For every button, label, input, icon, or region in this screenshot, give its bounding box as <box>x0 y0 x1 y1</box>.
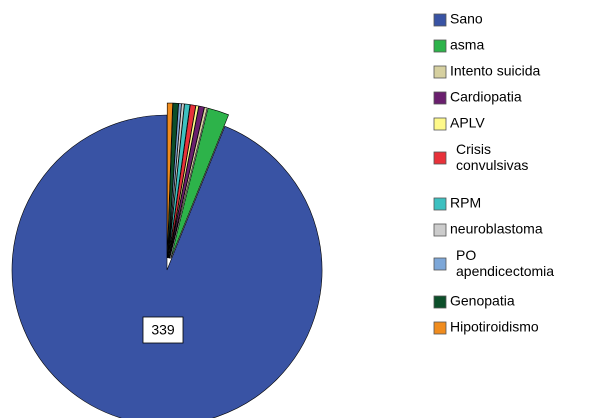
pie-slice <box>168 105 200 259</box>
pie-slice <box>167 103 182 259</box>
pie-slice <box>168 103 191 259</box>
legend-swatch <box>433 151 447 165</box>
legend-swatch <box>433 91 447 105</box>
legend-label: Cardiopatia <box>450 89 522 105</box>
legend-swatch <box>433 39 447 53</box>
pie-slice <box>168 104 197 259</box>
legend-swatch <box>433 197 447 211</box>
pie-slice <box>166 102 173 259</box>
legend-label: PO apendicectomia <box>456 247 554 279</box>
legend-swatch <box>433 117 447 131</box>
legend-label: Sano <box>450 11 483 27</box>
legend-swatch <box>433 295 447 309</box>
legend-label: Hipotiroidismo <box>450 319 539 335</box>
legend-swatch <box>433 13 447 27</box>
pie-slice <box>170 107 229 259</box>
legend-label: Genopatia <box>450 293 515 309</box>
legend-label: Crisis convulsivas <box>456 141 528 173</box>
pie-slice <box>169 105 205 259</box>
legend-swatch <box>433 65 447 79</box>
legend-label: neuroblastoma <box>450 221 543 237</box>
pie-slice <box>169 106 208 259</box>
legend-label: Intento suicida <box>450 63 540 79</box>
legend-label: APLV <box>450 115 485 131</box>
legend-swatch <box>433 321 447 335</box>
legend-swatch <box>433 257 447 271</box>
legend-swatch <box>433 223 447 237</box>
legend-label: RPM <box>450 195 481 211</box>
data-label-box <box>142 316 184 344</box>
data-label: 339 <box>151 322 175 338</box>
pie-slice <box>167 102 179 259</box>
pie-slice <box>11 114 323 418</box>
legend-label: asma <box>450 37 484 53</box>
